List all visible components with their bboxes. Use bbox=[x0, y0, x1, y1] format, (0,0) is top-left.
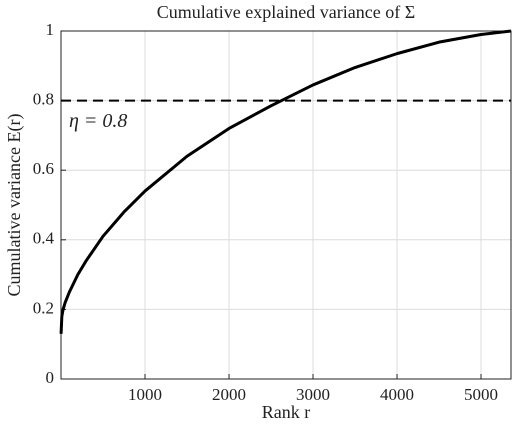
x-tick-label: 2000 bbox=[212, 385, 246, 404]
line-series bbox=[59, 29, 512, 334]
y-tick-label: 0.2 bbox=[33, 298, 54, 317]
x-axis-label: Rank r bbox=[262, 402, 311, 422]
plot-frame bbox=[60, 30, 512, 380]
x-tick-label: 3000 bbox=[296, 385, 330, 404]
y-tick-label: 0 bbox=[46, 368, 55, 387]
x-tick-label: 4000 bbox=[380, 385, 414, 404]
x-tick-label: 5000 bbox=[464, 385, 498, 404]
y-tick-label: 0.4 bbox=[33, 229, 55, 248]
y-tick-label: 1 bbox=[46, 20, 55, 39]
x-tick-label: 1000 bbox=[128, 385, 162, 404]
y-tick-label: 0.8 bbox=[33, 90, 54, 109]
annotation: η = 0.8 bbox=[69, 110, 127, 132]
y-axis-label: Cumulative variance E(r) bbox=[4, 114, 25, 297]
chart-title: Cumulative explained variance of Σ bbox=[157, 2, 415, 22]
y-tick-label: 0.6 bbox=[33, 159, 54, 178]
